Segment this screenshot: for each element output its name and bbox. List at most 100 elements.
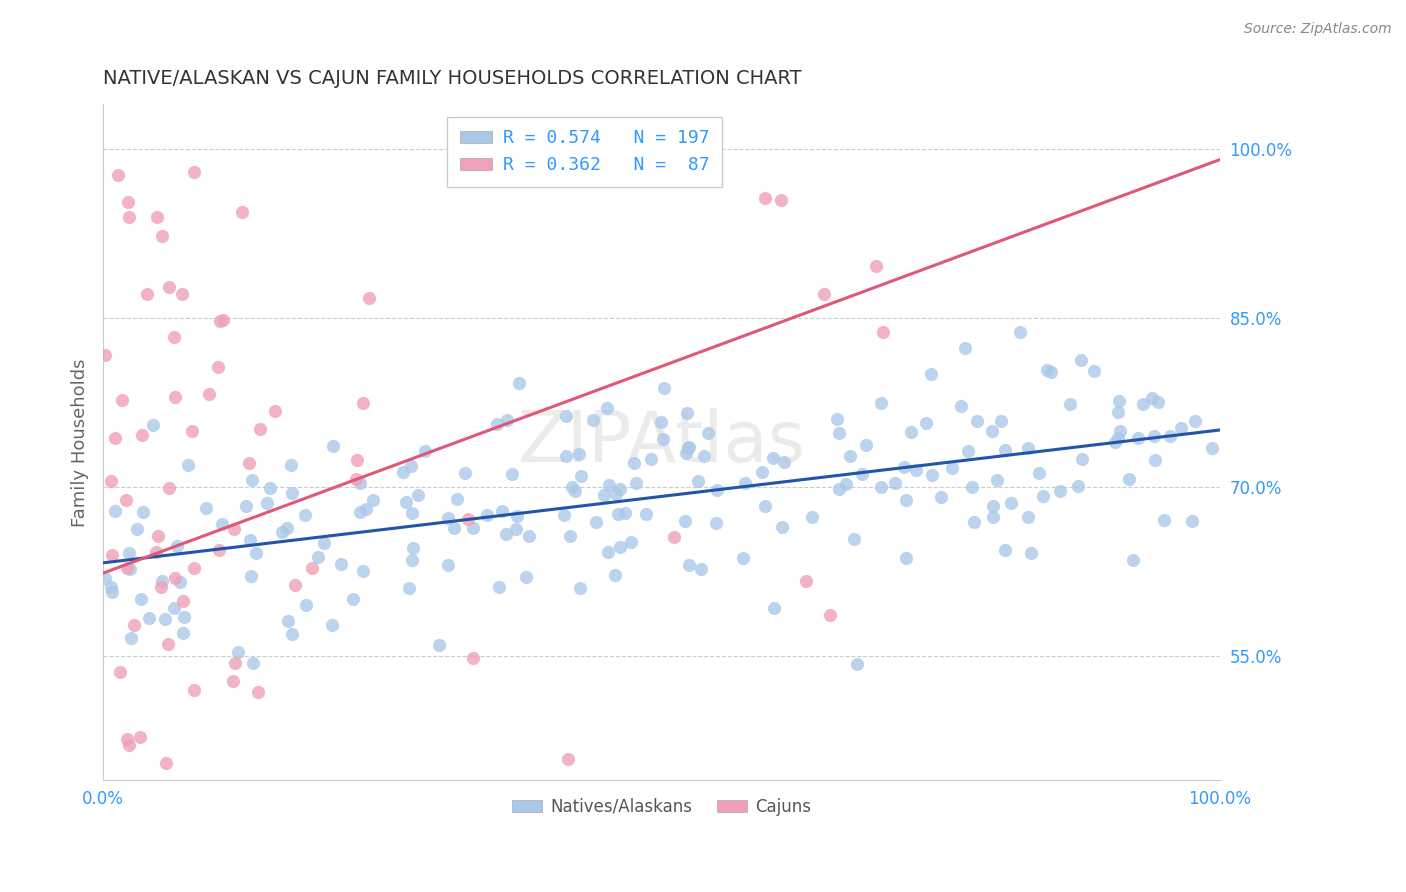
Point xyxy=(1083,364,1105,378)
Point xyxy=(155,756,177,771)
Point xyxy=(1140,392,1163,406)
Point xyxy=(181,424,204,438)
Point xyxy=(1010,325,1032,339)
Point xyxy=(609,482,631,496)
Point xyxy=(762,451,785,466)
Point xyxy=(118,562,141,576)
Point xyxy=(555,409,578,423)
Point xyxy=(686,475,709,489)
Point xyxy=(555,449,578,463)
Point xyxy=(1181,514,1204,528)
Point xyxy=(117,210,139,224)
Point xyxy=(569,468,592,483)
Point xyxy=(634,508,657,522)
Point xyxy=(1159,429,1181,443)
Point xyxy=(156,637,179,651)
Text: Source: ZipAtlas.com: Source: ZipAtlas.com xyxy=(1244,22,1392,37)
Point xyxy=(585,515,607,529)
Point xyxy=(981,510,1004,524)
Point xyxy=(153,612,176,626)
Point xyxy=(905,462,928,476)
Point xyxy=(145,825,167,839)
Point xyxy=(706,483,728,497)
Point xyxy=(177,458,200,472)
Point xyxy=(1017,441,1039,455)
Point xyxy=(1147,395,1170,409)
Point xyxy=(218,781,240,796)
Point xyxy=(773,455,796,469)
Point xyxy=(427,638,450,652)
Point xyxy=(990,414,1012,428)
Point xyxy=(650,415,672,429)
Point xyxy=(245,546,267,560)
Point xyxy=(242,656,264,670)
Point xyxy=(235,500,257,514)
Point xyxy=(183,561,205,575)
Point xyxy=(122,617,145,632)
Point xyxy=(152,574,174,588)
Point xyxy=(172,594,194,608)
Point xyxy=(138,611,160,625)
Point xyxy=(1108,393,1130,408)
Point xyxy=(107,169,129,183)
Point xyxy=(256,496,278,510)
Point xyxy=(115,493,138,508)
Point xyxy=(349,505,371,519)
Point xyxy=(352,396,374,410)
Point xyxy=(731,551,754,566)
Point xyxy=(163,330,186,344)
Point xyxy=(307,549,329,564)
Point xyxy=(950,399,973,413)
Legend: Natives/Alaskans, Cajuns: Natives/Alaskans, Cajuns xyxy=(505,791,818,822)
Point xyxy=(488,580,510,594)
Point xyxy=(232,0,254,10)
Point xyxy=(1028,466,1050,480)
Point xyxy=(676,441,699,455)
Point xyxy=(986,473,1008,487)
Point xyxy=(120,631,142,645)
Point xyxy=(118,546,141,560)
Point xyxy=(994,543,1017,558)
Point xyxy=(1036,363,1059,377)
Point xyxy=(437,511,460,525)
Point xyxy=(762,601,785,615)
Point xyxy=(359,291,381,305)
Point xyxy=(173,610,195,624)
Point xyxy=(538,27,561,41)
Point xyxy=(354,502,377,516)
Point xyxy=(100,580,122,594)
Y-axis label: Family Households: Family Households xyxy=(72,358,89,526)
Point xyxy=(211,517,233,532)
Point xyxy=(569,581,592,595)
Point xyxy=(413,443,436,458)
Point xyxy=(284,577,307,591)
Point xyxy=(224,656,246,670)
Point xyxy=(619,534,641,549)
Point xyxy=(207,360,229,375)
Point xyxy=(845,657,868,671)
Point xyxy=(224,522,246,536)
Point xyxy=(330,557,353,571)
Point xyxy=(1070,353,1092,368)
Point xyxy=(117,732,139,747)
Point xyxy=(582,155,605,169)
Point xyxy=(127,522,149,536)
Point xyxy=(884,475,907,490)
Point xyxy=(240,473,263,487)
Point xyxy=(329,826,352,840)
Point xyxy=(865,260,887,274)
Point xyxy=(281,626,304,640)
Point xyxy=(238,456,260,470)
Point xyxy=(463,650,485,665)
Point xyxy=(475,508,498,522)
Point xyxy=(156,814,179,829)
Point xyxy=(401,506,423,520)
Point xyxy=(1017,510,1039,524)
Point xyxy=(957,444,980,458)
Point xyxy=(443,521,465,535)
Point xyxy=(209,314,232,328)
Point xyxy=(872,326,894,340)
Point xyxy=(1000,496,1022,510)
Point xyxy=(517,529,540,543)
Point xyxy=(941,461,963,475)
